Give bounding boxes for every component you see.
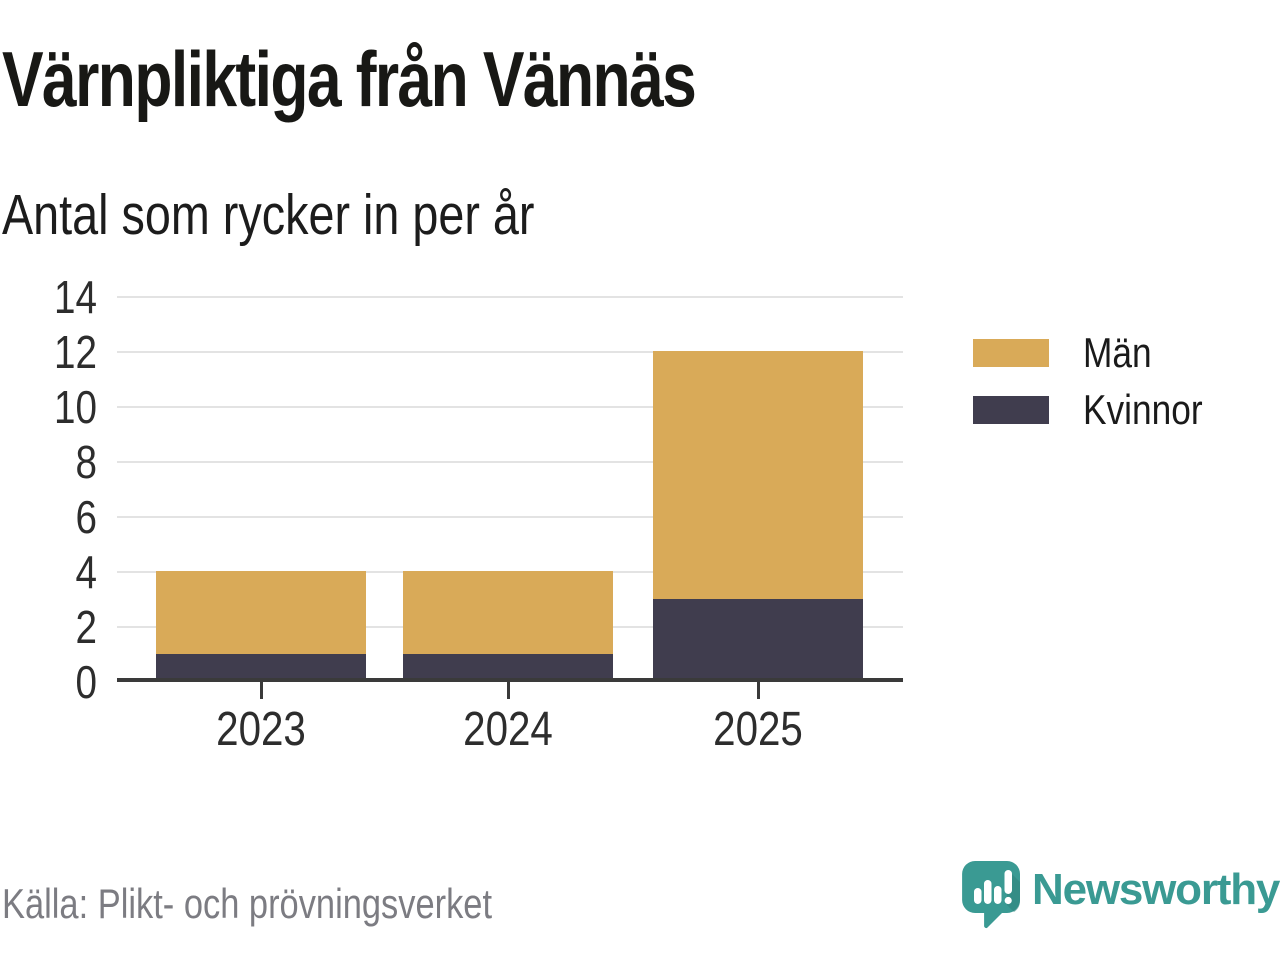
bar-segment-kvinnor-2025 xyxy=(653,598,863,681)
y-axis-label: 0 xyxy=(75,656,97,708)
bar-segment-män-2024 xyxy=(403,571,613,654)
bar-segment-kvinnor-2023 xyxy=(156,653,366,681)
gridline xyxy=(117,296,903,298)
y-axis-label: 6 xyxy=(75,491,97,543)
bar-segment-män-2025 xyxy=(653,351,863,599)
x-axis-tick xyxy=(259,682,263,699)
legend-label-men: Män xyxy=(1083,329,1152,376)
brand-logo: Newsworthy xyxy=(962,861,1280,931)
y-axis-label: 10 xyxy=(54,381,97,433)
y-axis-label: 4 xyxy=(75,546,97,598)
source-caption: Källa: Plikt- och prövningsverket xyxy=(2,880,493,927)
legend-swatch-women xyxy=(973,396,1049,424)
legend-swatch-men xyxy=(973,339,1049,367)
legend-item-women: Kvinnor xyxy=(973,386,1225,433)
y-axis-label: 14 xyxy=(54,271,97,323)
chart-subtitle: Antal som rycker in per år xyxy=(2,183,535,247)
gridline xyxy=(117,406,903,408)
x-axis-label: 2025 xyxy=(713,703,803,756)
brand-name: Newsworthy xyxy=(1032,865,1280,914)
x-axis-tick xyxy=(756,682,760,699)
gridline xyxy=(117,516,903,518)
legend-item-men: Män xyxy=(973,329,1225,376)
chart-title: Värnpliktiga från Vännäs xyxy=(2,35,697,123)
newsworthy-logo-icon xyxy=(962,861,1020,929)
y-axis-label: 8 xyxy=(75,436,97,488)
x-axis-tick xyxy=(506,682,510,699)
gridline xyxy=(117,461,903,463)
y-axis-label: 2 xyxy=(75,601,97,653)
bar-segment-kvinnor-2024 xyxy=(403,653,613,681)
x-axis-baseline xyxy=(117,678,903,682)
x-axis-label: 2023 xyxy=(216,703,306,756)
bar-segment-män-2023 xyxy=(156,571,366,654)
x-axis-label: 2024 xyxy=(463,703,553,756)
y-axis-label: 12 xyxy=(54,326,97,378)
gridline xyxy=(117,351,903,353)
legend-label-women: Kvinnor xyxy=(1083,386,1203,433)
legend: Män Kvinnor xyxy=(973,329,1225,453)
